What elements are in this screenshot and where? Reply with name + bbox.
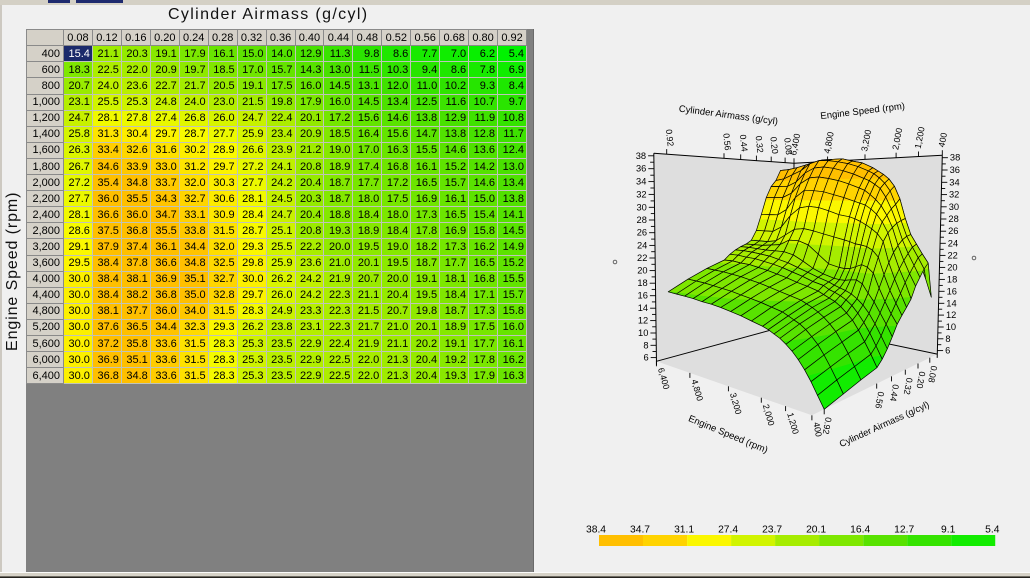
svg-text:1,200: 1,200: [913, 126, 927, 150]
svg-text:0.08: 0.08: [782, 137, 794, 155]
svg-text:32: 32: [949, 190, 959, 200]
svg-text:2,000: 2,000: [761, 403, 777, 427]
svg-text:36: 36: [636, 164, 646, 174]
svg-text:6,400: 6,400: [788, 133, 802, 157]
svg-text:28: 28: [948, 214, 958, 224]
svg-text:14: 14: [638, 303, 648, 313]
svg-text:28: 28: [637, 215, 647, 225]
svg-text:34: 34: [636, 177, 646, 187]
svg-text:0.20: 0.20: [915, 371, 928, 390]
svg-text:16: 16: [638, 291, 648, 301]
svg-text:Engine Speed (rpm): Engine Speed (rpm): [687, 413, 770, 456]
svg-text:22: 22: [948, 250, 958, 260]
svg-text:22: 22: [637, 253, 647, 263]
svg-text:16: 16: [947, 286, 957, 296]
svg-text:Engine Speed (rpm): Engine Speed (rpm): [820, 101, 906, 122]
svg-text:38: 38: [950, 153, 960, 163]
svg-text:36: 36: [950, 165, 960, 175]
svg-text:400: 400: [811, 421, 823, 437]
svg-text:27.4: 27.4: [718, 525, 738, 536]
svg-text:12: 12: [946, 310, 956, 320]
svg-text:20: 20: [947, 262, 957, 272]
svg-text:0.32: 0.32: [902, 377, 915, 396]
svg-text:26: 26: [637, 228, 647, 238]
svg-text:26: 26: [948, 226, 958, 236]
svg-text:30: 30: [636, 202, 646, 212]
svg-text:1,200: 1,200: [785, 411, 801, 435]
svg-text:Cylinder Airmass (g/cyl): Cylinder Airmass (g/cyl): [678, 104, 778, 128]
svg-text:6,400: 6,400: [656, 367, 672, 391]
svg-text:10: 10: [638, 328, 648, 338]
svg-text:24: 24: [948, 238, 958, 248]
svg-text:12.7: 12.7: [894, 525, 914, 536]
svg-text:0.92: 0.92: [821, 416, 834, 435]
svg-text:5.4: 5.4: [985, 525, 1000, 536]
svg-text:0.32: 0.32: [754, 135, 766, 153]
svg-text:2,000: 2,000: [890, 127, 904, 151]
svg-text:32: 32: [636, 189, 646, 199]
svg-text:400: 400: [936, 132, 949, 148]
svg-text:16.4: 16.4: [850, 525, 870, 536]
svg-text:20.1: 20.1: [806, 525, 826, 536]
svg-text:0.08: 0.08: [926, 365, 939, 384]
svg-text:6: 6: [945, 346, 950, 356]
svg-text:0.44: 0.44: [738, 134, 750, 152]
svg-text:34: 34: [949, 177, 959, 187]
svg-text:18: 18: [637, 278, 647, 288]
svg-text:0.44: 0.44: [888, 384, 901, 403]
svg-text:6: 6: [644, 353, 649, 363]
svg-text:38: 38: [636, 151, 646, 161]
svg-text:0.92: 0.92: [664, 129, 676, 147]
svg-text:0.56: 0.56: [721, 133, 733, 151]
svg-text:34.7: 34.7: [630, 525, 650, 536]
svg-text:8: 8: [643, 340, 648, 350]
svg-text:14: 14: [946, 298, 956, 308]
svg-text:3,200: 3,200: [728, 392, 744, 416]
svg-text:10: 10: [946, 322, 956, 332]
svg-text:12: 12: [638, 316, 648, 326]
svg-text:4,800: 4,800: [822, 131, 836, 155]
svg-text:0.56: 0.56: [873, 391, 886, 410]
svg-text:4,800: 4,800: [689, 378, 705, 402]
svg-text:20: 20: [637, 266, 647, 276]
svg-text:3,200: 3,200: [859, 129, 873, 153]
svg-text:18: 18: [947, 274, 957, 284]
svg-text:8: 8: [945, 334, 950, 344]
svg-text:0.20: 0.20: [768, 136, 780, 154]
svg-text:31.1: 31.1: [674, 525, 694, 536]
svg-text:23.7: 23.7: [762, 525, 782, 536]
svg-text:9.1: 9.1: [941, 525, 956, 536]
svg-text:24: 24: [637, 240, 647, 250]
svg-text:30: 30: [949, 202, 959, 212]
svg-text:38.4: 38.4: [586, 525, 606, 536]
